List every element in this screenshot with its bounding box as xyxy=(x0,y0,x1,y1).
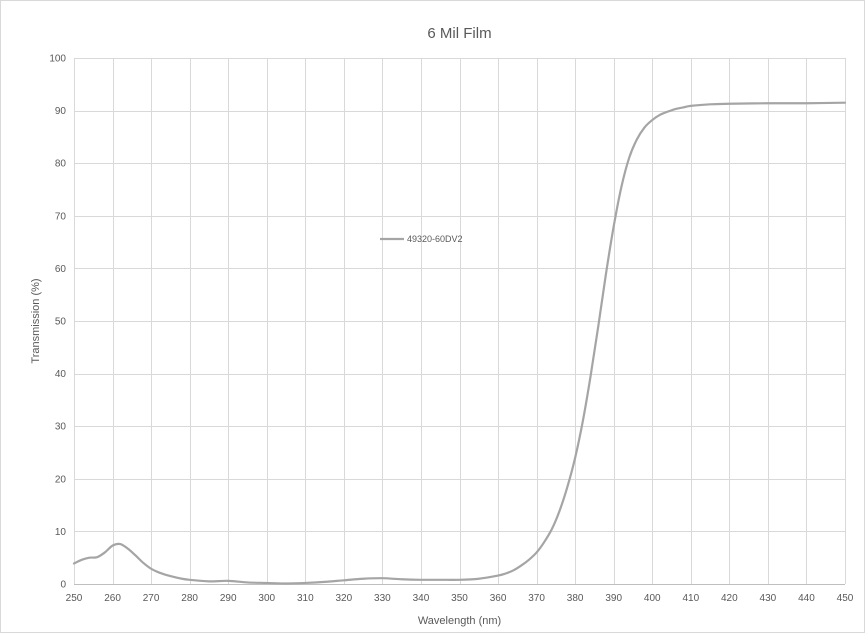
x-tick-label: 400 xyxy=(644,593,661,604)
y-tick-label: 60 xyxy=(55,264,67,275)
x-tick-label: 280 xyxy=(181,593,198,604)
y-tick-label: 30 xyxy=(55,422,67,433)
x-tick-label: 420 xyxy=(721,593,738,604)
x-tick-label: 410 xyxy=(682,593,699,604)
y-tick-label: 90 xyxy=(55,106,67,117)
y-tick-label: 10 xyxy=(55,527,67,538)
series-layer xyxy=(72,101,847,585)
chart-title: 6 Mil Film xyxy=(427,25,491,42)
x-tick-label: 360 xyxy=(490,593,507,604)
y-tick-label: 50 xyxy=(55,317,67,328)
y-tick-label: 70 xyxy=(55,211,67,222)
y-axis-title: Transmission (%) xyxy=(30,278,42,363)
x-tick-label: 330 xyxy=(374,593,391,604)
x-tick-label: 310 xyxy=(297,593,314,604)
y-tick-label: 80 xyxy=(55,159,67,170)
y-tick-label: 0 xyxy=(60,580,66,591)
series-line xyxy=(72,101,847,585)
x-tick-label: 260 xyxy=(104,593,121,604)
x-tick-label: 250 xyxy=(66,593,83,604)
x-tick-label: 370 xyxy=(528,593,545,604)
x-tick-label: 440 xyxy=(798,593,815,604)
tick-labels: 250 260 270 280 290 300 310 320 330 340 350 360 370 3… xyxy=(49,54,853,605)
x-axis-title: Wavelength (nm) xyxy=(418,615,501,627)
x-tick-label: 340 xyxy=(413,593,430,604)
x-tick-label: 320 xyxy=(336,593,353,604)
legend-label: 49320-60DV2 xyxy=(407,234,463,244)
x-tick-label: 450 xyxy=(837,593,854,604)
x-tick-label: 290 xyxy=(220,593,237,604)
legend: 49320-60DV2 xyxy=(380,234,463,244)
x-tick-label: 300 xyxy=(258,593,275,604)
y-tick-label: 20 xyxy=(55,474,67,485)
gridlines xyxy=(74,58,846,585)
x-tick-label: 380 xyxy=(567,593,584,604)
x-tick-label: 390 xyxy=(605,593,622,604)
x-tick-label: 430 xyxy=(760,593,777,604)
x-tick-label: 270 xyxy=(143,593,160,604)
y-tick-label: 40 xyxy=(55,369,67,380)
y-tick-label: 100 xyxy=(49,54,66,65)
x-tick-label: 350 xyxy=(451,593,468,604)
